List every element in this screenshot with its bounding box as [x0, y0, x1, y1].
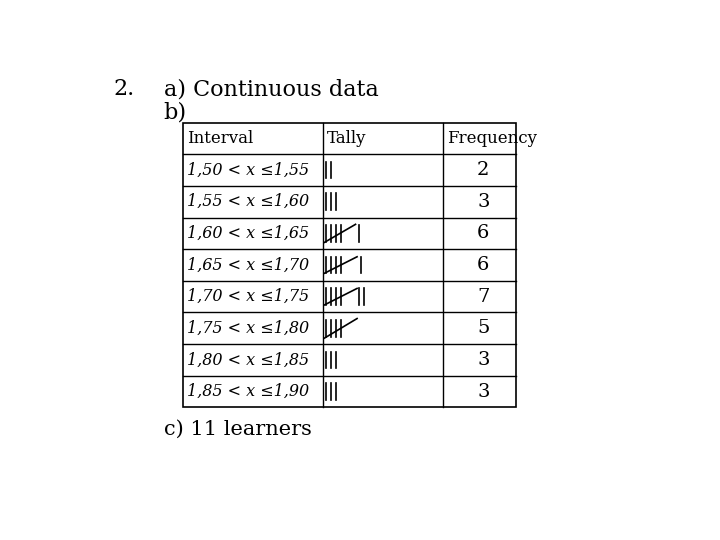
Text: Tally: Tally — [327, 130, 366, 147]
Text: 1,75 < x ≤1,80: 1,75 < x ≤1,80 — [187, 320, 309, 337]
Text: 3: 3 — [477, 383, 490, 401]
Text: c) 11 learners: c) 11 learners — [163, 420, 312, 438]
Text: 5: 5 — [477, 319, 490, 338]
Text: 1,70 < x ≤1,75: 1,70 < x ≤1,75 — [187, 288, 309, 305]
Text: Interval: Interval — [187, 130, 253, 147]
Text: 1,65 < x ≤1,70: 1,65 < x ≤1,70 — [187, 256, 309, 273]
Text: 1,80 < x ≤1,85: 1,80 < x ≤1,85 — [187, 352, 309, 368]
Text: 6: 6 — [477, 256, 490, 274]
Text: a) Continuous data: a) Continuous data — [163, 78, 379, 100]
Bar — [183, 123, 516, 408]
Text: 7: 7 — [477, 288, 490, 306]
Text: 1,50 < x ≤1,55: 1,50 < x ≤1,55 — [187, 161, 309, 179]
Text: b): b) — [163, 102, 186, 124]
Text: 6: 6 — [477, 224, 490, 242]
Text: 3: 3 — [477, 351, 490, 369]
Text: 2.: 2. — [113, 78, 135, 100]
Text: 2: 2 — [477, 161, 490, 179]
Text: 3: 3 — [477, 193, 490, 211]
Text: 1,85 < x ≤1,90: 1,85 < x ≤1,90 — [187, 383, 309, 400]
Text: Frequency: Frequency — [447, 130, 537, 147]
Text: 1,60 < x ≤1,65: 1,60 < x ≤1,65 — [187, 225, 309, 242]
Text: 1,55 < x ≤1,60: 1,55 < x ≤1,60 — [187, 193, 309, 210]
